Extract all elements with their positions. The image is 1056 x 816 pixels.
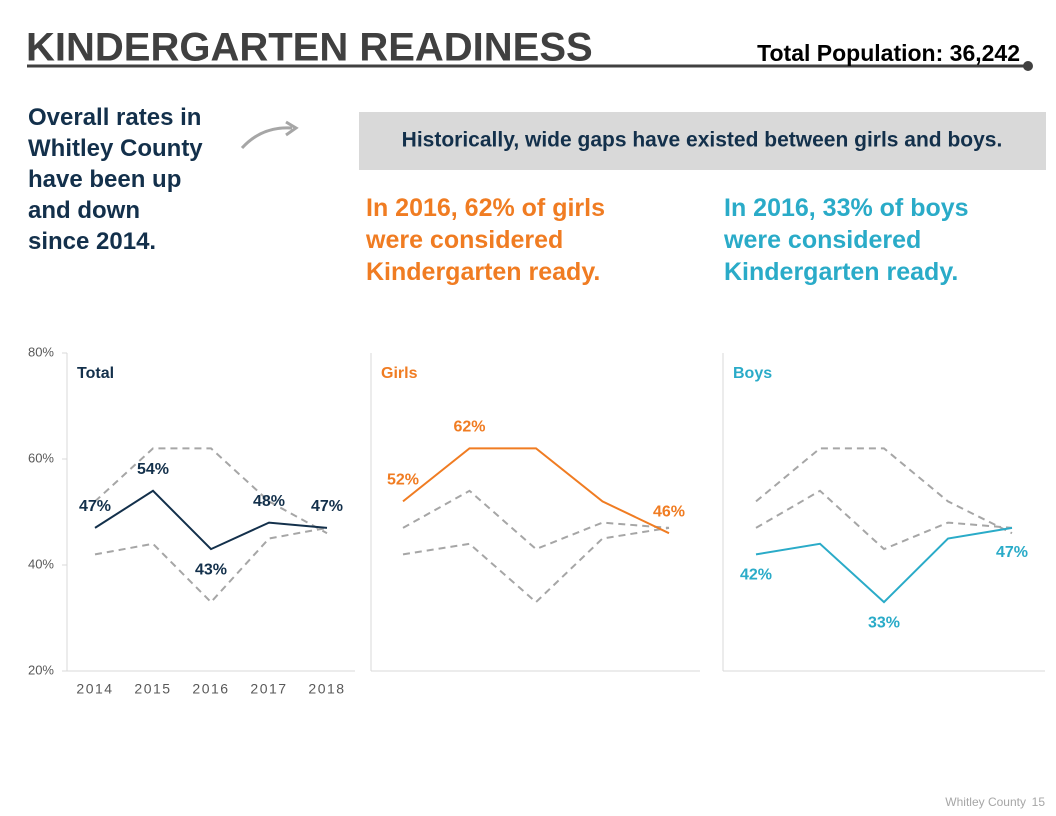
intro-text: Overall rates in Whitley County have bee…: [28, 104, 203, 255]
data-line: [402, 447, 670, 535]
value-label: 54%: [137, 461, 169, 478]
arrow: [240, 126, 293, 150]
slide-title: KINDERGARTEN READINESS: [26, 26, 593, 70]
chart-title: Boys: [733, 365, 772, 382]
footer-source: Whitley County: [945, 795, 1026, 809]
y-tick-label: 20%: [28, 662, 54, 677]
population: Total Population: 36,242: [757, 40, 1020, 66]
chart-title: Total: [77, 365, 114, 382]
reference-line: [402, 526, 670, 604]
reference-line: [755, 447, 1013, 535]
value-label: 43%: [195, 561, 227, 578]
value-label: 47%: [79, 498, 111, 515]
x-tick-label: 2016: [192, 681, 229, 697]
value-label: 33%: [868, 614, 900, 631]
chart-title: Girls: [381, 365, 418, 382]
value-label: 52%: [387, 472, 419, 489]
value-label: 62%: [453, 419, 485, 436]
arrow-head: [285, 120, 299, 137]
value-label: 46%: [653, 503, 685, 520]
reference-line: [94, 447, 328, 535]
banner-text: Historically, wide gaps have existed bet…: [402, 129, 1003, 152]
value-label: 48%: [253, 493, 285, 510]
value-label: 42%: [740, 567, 772, 584]
y-tick-label: 80%: [28, 344, 54, 359]
banner-box: [359, 112, 1046, 170]
footer-page: 15: [1032, 795, 1046, 809]
y-tick-label: 40%: [28, 556, 54, 571]
value-label: 47%: [311, 498, 343, 515]
data-line: [94, 489, 328, 551]
rule-dot: [1023, 61, 1033, 71]
reference-line: [755, 489, 1013, 551]
x-tick-label: 2017: [250, 681, 287, 697]
x-tick-label: 2015: [134, 681, 171, 697]
reference-line: [94, 526, 328, 604]
value-label: 47%: [996, 544, 1028, 561]
boys-note: In 2016, 33% of boys were considered Kin…: [724, 194, 969, 286]
data-line: [755, 526, 1013, 604]
reference-line: [402, 489, 670, 551]
x-tick-label: 2018: [308, 681, 345, 697]
y-tick-label: 60%: [28, 450, 54, 465]
x-tick-label: 2014: [76, 681, 113, 697]
girls-note: In 2016, 62% of girls were considered Ki…: [366, 194, 605, 286]
